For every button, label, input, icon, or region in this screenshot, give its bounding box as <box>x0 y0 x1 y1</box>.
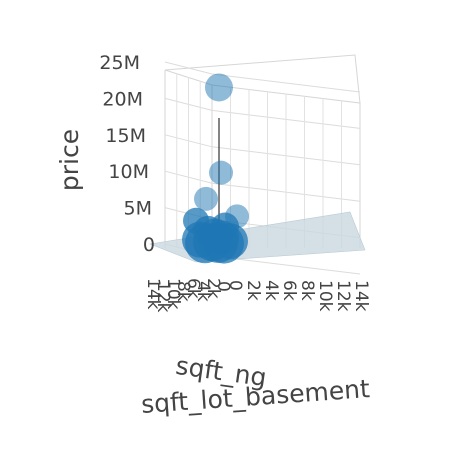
data-point <box>204 223 244 264</box>
y-tick-label: 8k <box>173 281 193 302</box>
x-tick-label: 10k <box>315 280 335 312</box>
z-gridline <box>164 61 361 93</box>
top-wall <box>164 54 361 104</box>
y-tick-label: 12k <box>153 281 173 313</box>
z-axis-title: price <box>55 129 84 191</box>
x-tick-label: 6k <box>279 280 299 301</box>
data-point <box>209 160 233 185</box>
z-tick-labels: 0 5M 10M 15M 20M 25M <box>99 52 155 256</box>
z-tick-label: 15M <box>105 125 146 147</box>
z-gridline <box>164 170 361 202</box>
z-tick-label: 10M <box>108 161 149 183</box>
x-tick-label: 0 <box>225 280 245 291</box>
x-tick-label: 8k <box>297 280 317 301</box>
z-tick-label: 5M <box>124 198 152 220</box>
data-point <box>205 73 233 102</box>
z-tick-label: 25M <box>99 52 140 74</box>
y-tick-label: 0 <box>213 281 233 292</box>
x-tick-label: 2k <box>243 280 263 301</box>
y-tick-label: 6k <box>183 278 203 299</box>
z-tick-label: 20M <box>102 88 143 110</box>
data-points <box>182 73 249 264</box>
y-tick-label: 2k <box>203 278 223 299</box>
x-tick-label: 4k <box>261 280 281 301</box>
y-tick-label: 14k <box>143 278 163 310</box>
z-gridline <box>164 134 361 166</box>
y-tick-label: 4k <box>193 281 213 302</box>
z-tick-label: 0 <box>143 234 155 256</box>
x-tick-label: 14k <box>351 280 371 312</box>
x-tick-label: 12k <box>333 280 353 312</box>
data-point <box>194 186 218 211</box>
y-tick-label: 10k <box>163 278 183 310</box>
z-gridline <box>164 97 361 129</box>
